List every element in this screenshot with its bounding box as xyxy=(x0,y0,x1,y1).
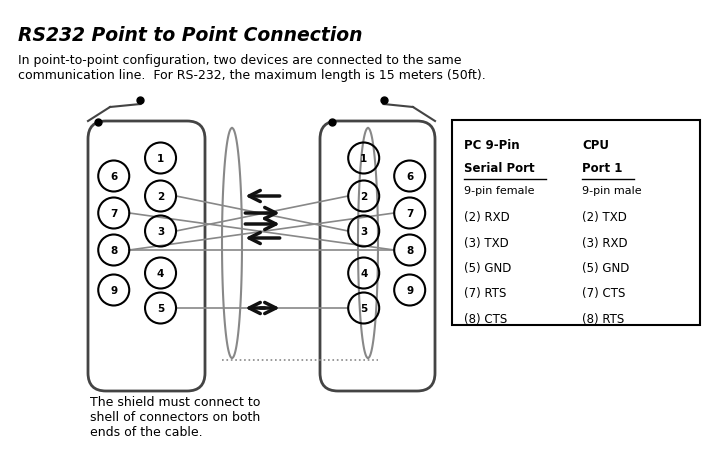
Text: 1: 1 xyxy=(157,154,164,163)
Text: (2) TXD: (2) TXD xyxy=(582,211,627,224)
Text: (8) RTS: (8) RTS xyxy=(582,313,624,325)
Text: (5) GND: (5) GND xyxy=(582,262,630,275)
Text: 8: 8 xyxy=(406,245,413,256)
Text: Serial Port: Serial Port xyxy=(464,162,535,175)
Text: 1: 1 xyxy=(360,154,367,163)
Text: 4: 4 xyxy=(157,269,164,278)
Text: 9-pin female: 9-pin female xyxy=(464,185,535,195)
FancyBboxPatch shape xyxy=(452,121,700,325)
Text: (3) TXD: (3) TXD xyxy=(464,236,509,249)
Text: PC 9-Pin: PC 9-Pin xyxy=(464,139,520,152)
Text: 5: 5 xyxy=(157,303,164,313)
Text: The shield must connect to
shell of connectors on both
ends of the cable.: The shield must connect to shell of conn… xyxy=(90,395,260,438)
Text: 6: 6 xyxy=(110,172,118,181)
Text: (3) RXD: (3) RXD xyxy=(582,236,627,249)
Text: 7: 7 xyxy=(406,208,413,219)
Text: RS232 Point to Point Connection: RS232 Point to Point Connection xyxy=(18,26,362,45)
Text: 9: 9 xyxy=(406,285,413,295)
Text: 9-pin male: 9-pin male xyxy=(582,185,642,195)
Text: (2) RXD: (2) RXD xyxy=(464,211,510,224)
Text: 4: 4 xyxy=(360,269,367,278)
Text: (5) GND: (5) GND xyxy=(464,262,511,275)
Text: 8: 8 xyxy=(110,245,118,256)
Text: In point‑to‑point configuration, two devices are connected to the same
communica: In point‑to‑point configuration, two dev… xyxy=(18,54,486,82)
Text: (7) CTS: (7) CTS xyxy=(582,287,625,300)
Text: (7) RTS: (7) RTS xyxy=(464,287,506,300)
Text: 3: 3 xyxy=(360,226,367,237)
Text: 9: 9 xyxy=(110,285,117,295)
Text: CPU: CPU xyxy=(582,139,609,152)
Text: (8) CTS: (8) CTS xyxy=(464,313,507,325)
Text: 3: 3 xyxy=(157,226,164,237)
Text: Port 1: Port 1 xyxy=(582,162,623,175)
Text: 2: 2 xyxy=(360,192,367,201)
Text: 6: 6 xyxy=(406,172,413,181)
Text: 7: 7 xyxy=(110,208,118,219)
Text: 2: 2 xyxy=(157,192,164,201)
Text: 5: 5 xyxy=(360,303,367,313)
